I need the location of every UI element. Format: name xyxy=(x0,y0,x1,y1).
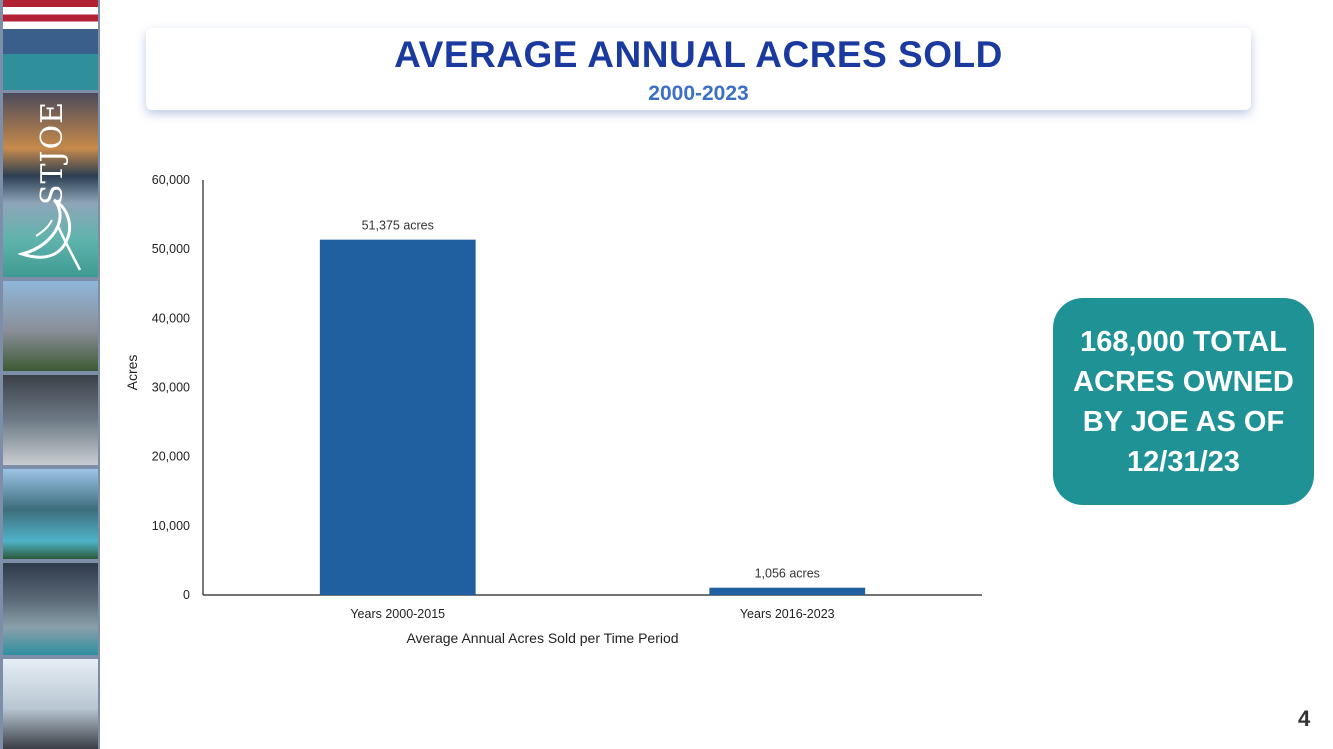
x-tick-label: Years 2000-2015 xyxy=(350,607,445,621)
y-tick-label: 40,000 xyxy=(152,311,190,325)
logo-panel xyxy=(3,93,98,277)
photo-strip: STJOE xyxy=(0,0,100,749)
y-tick-label: 50,000 xyxy=(152,242,190,256)
pool-photo xyxy=(3,469,98,559)
lounge-photo xyxy=(3,563,98,655)
callout-text: 168,000 TOTAL ACRES OWNED BY JOE AS OF 1… xyxy=(1073,325,1294,478)
flag-photo xyxy=(3,0,98,90)
x-axis-title: Average Annual Acres Sold per Time Perio… xyxy=(406,630,678,646)
y-tick-label: 10,000 xyxy=(152,519,190,533)
y-tick-label: 60,000 xyxy=(152,173,190,187)
bar-data-label: 1,056 acres xyxy=(755,567,820,581)
bar-data-label: 51,375 acres xyxy=(362,219,434,233)
y-tick-label: 0 xyxy=(183,588,190,602)
total-acres-callout: 168,000 TOTAL ACRES OWNED BY JOE AS OF 1… xyxy=(1053,298,1314,505)
title-card: AVERAGE ANNUAL ACRES SOLD 2000-2023 xyxy=(146,28,1251,110)
bar-chart: 0 10,000 20,000 30,000 40,000 50,000 60,000 51… xyxy=(124,173,982,646)
interior-photo xyxy=(3,659,98,749)
slide-subtitle: 2000-2023 xyxy=(648,82,749,105)
y-axis-title: Acres xyxy=(124,355,140,391)
house-photo xyxy=(3,281,98,371)
company-logo: STJOE xyxy=(35,100,70,205)
x-tick-label: Years 2016-2023 xyxy=(740,607,835,621)
y-tick-label: 30,000 xyxy=(152,381,190,395)
y-tick-label: 20,000 xyxy=(152,450,190,464)
bar xyxy=(319,239,476,595)
patio-photo xyxy=(3,375,98,465)
page-number: 4 xyxy=(1298,706,1311,731)
bar xyxy=(709,587,866,595)
slide-title: AVERAGE ANNUAL ACRES SOLD xyxy=(394,34,1003,75)
heron-logo-icon xyxy=(18,198,82,271)
